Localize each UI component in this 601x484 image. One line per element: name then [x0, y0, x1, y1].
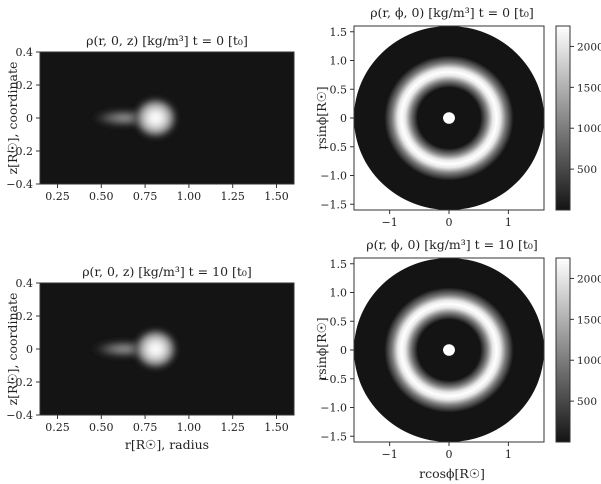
- panel-xy-t10-title: ρ(r, ϕ, 0) [kg/m³] t = 10 [t₀]: [366, 237, 538, 252]
- y-tick-label: 0.5: [330, 315, 348, 328]
- y-tick-label: 1.5: [330, 258, 348, 271]
- x-tick-label: 1.50: [264, 421, 289, 434]
- panel-rz-t0-title: ρ(r, 0, z) [kg/m³] t = 0 [t₀]: [86, 33, 248, 48]
- colorbar-tick-label: 1500: [577, 82, 601, 94]
- y-tick-label: 1.0: [330, 287, 348, 300]
- x-tick-label: 1.25: [220, 421, 245, 434]
- y-tick-label: 0: [340, 344, 347, 357]
- y-tick-label: −1.0: [320, 170, 347, 183]
- y-tick-label: 0: [340, 112, 347, 125]
- colorbar-bottom: 500 1000 1500 2000: [555, 257, 601, 443]
- x-tick-label: 1.00: [177, 421, 202, 434]
- x-tick-label: 1.50: [264, 190, 289, 203]
- density-peak: [132, 96, 179, 140]
- colorbar-tick-label: 1500: [577, 314, 601, 326]
- panel-rz-t0-ylabel: z[R☉], coordinate: [5, 62, 20, 175]
- x-tick-label: 0.25: [45, 421, 70, 434]
- panel-xy-t0-title: ρ(r, ϕ, 0) [kg/m³] t = 0 [t₀]: [370, 5, 534, 20]
- y-tick-label: −0.4: [6, 178, 33, 191]
- y-tick-label: 0.2: [16, 310, 34, 323]
- colorbar-tick-label: 1000: [577, 355, 601, 367]
- y-tick-label: 0: [26, 343, 33, 356]
- y-tick-label: 0.4: [16, 46, 34, 59]
- colorbar-gradient: [555, 25, 571, 211]
- y-tick-label: −0.4: [6, 409, 33, 422]
- colorbar-tick-label: 2000: [577, 41, 601, 53]
- panel-rz-t10-axes: 0.25 0.50 0.75 1.00 1.25 1.50 −0.4 −0.2 0 0.2 0.4: [6, 277, 295, 434]
- y-tick-label: −0.5: [320, 373, 347, 386]
- y-tick-label: 0.4: [16, 277, 34, 290]
- y-tick-label: −1.0: [320, 402, 347, 415]
- panel-rz-t10: ρ(r, 0, z) [kg/m³] t = 10 [t₀] 0.25 0.50 0…: [5, 264, 295, 452]
- x-tick-label: −1: [382, 216, 398, 229]
- x-tick-label: 1: [505, 448, 512, 461]
- y-tick-label: −1.5: [320, 430, 347, 443]
- x-tick-label: 0.75: [133, 421, 158, 434]
- panel-xy-t0-plot: [354, 26, 544, 210]
- x-tick-label: 1.25: [220, 190, 245, 203]
- y-tick-label: −0.2: [6, 376, 33, 389]
- panel-rz-t10-ylabel: z[R☉], coordinate: [5, 293, 20, 406]
- inner-hole: [443, 344, 455, 356]
- colorbar-tick-label: 1000: [577, 123, 601, 135]
- y-tick-label: 0.2: [16, 79, 34, 92]
- panel-xy-t0: ρ(r, ϕ, 0) [kg/m³] t = 0 [t₀] −1 0 1−1.5−1…: [314, 5, 545, 229]
- x-tick-label: 0: [446, 216, 453, 229]
- y-tick-label: 0.5: [330, 83, 348, 96]
- panel-rz-t10-title: ρ(r, 0, z) [kg/m³] t = 10 [t₀]: [82, 264, 252, 279]
- x-tick-label: 0.75: [133, 190, 158, 203]
- density-peak: [132, 327, 179, 371]
- x-tick-label: 0: [446, 448, 453, 461]
- x-tick-label: −1: [382, 448, 398, 461]
- colorbar-tick-label: 500: [577, 164, 597, 176]
- x-tick-label: 1: [505, 216, 512, 229]
- panel-xy-t10-ylabel: rsinϕ[R☉]: [314, 317, 329, 380]
- panel-rz-t0-plot: [40, 52, 294, 184]
- panel-xy-t10: ρ(r, ϕ, 0) [kg/m³] t = 10 [t₀] −1 0 1−1.5−…: [314, 237, 545, 481]
- y-tick-label: −0.2: [6, 145, 33, 158]
- inner-hole: [443, 112, 455, 124]
- panel-rz-t0-axes: 0.25 0.50 0.75 1.00 1.25 1.50 −0.4 −0.2 0 0.2 0.4: [6, 46, 295, 203]
- panel-xy-t10-plot: [354, 258, 544, 442]
- colorbar-gradient: [555, 257, 571, 443]
- x-tick-label: 1.00: [177, 190, 202, 203]
- panel-xy-t0-ylabel: rsinϕ[R☉]: [314, 86, 329, 149]
- colorbar-tick-label: 500: [577, 396, 597, 408]
- y-tick-label: −1.5: [320, 198, 347, 211]
- panel-rz-t0: ρ(r, 0, z) [kg/m³] t = 0 [t₀] 0.25 0.50 0.…: [5, 33, 295, 203]
- colorbar-tick-label: 2000: [577, 273, 601, 285]
- colorbar-top: 500 1000 1500 2000: [555, 25, 601, 211]
- x-tick-label: 0.50: [89, 190, 114, 203]
- panel-xy-t0-axes: −1 0 1 −1.5 −1.0 −0.5 0 0.5 1.0 1.5: [320, 25, 545, 229]
- panel-rz-t10-plot: [40, 283, 294, 415]
- y-tick-label: 1.0: [330, 55, 348, 68]
- panel-xy-t10-axes: −1 0 1 −1.5 −1.0 −0.5 0 0.5 1.0 1.5: [320, 257, 545, 461]
- panel-xy-t10-xlabel: rcosϕ[R☉]: [419, 466, 485, 481]
- x-tick-label: 0.25: [45, 190, 70, 203]
- x-tick-label: 0.50: [89, 421, 114, 434]
- y-tick-label: 0: [26, 112, 33, 125]
- y-tick-label: 1.5: [330, 26, 348, 39]
- y-tick-label: −0.5: [320, 141, 347, 154]
- panel-rz-t10-xlabel: r[R☉], radius: [125, 437, 209, 452]
